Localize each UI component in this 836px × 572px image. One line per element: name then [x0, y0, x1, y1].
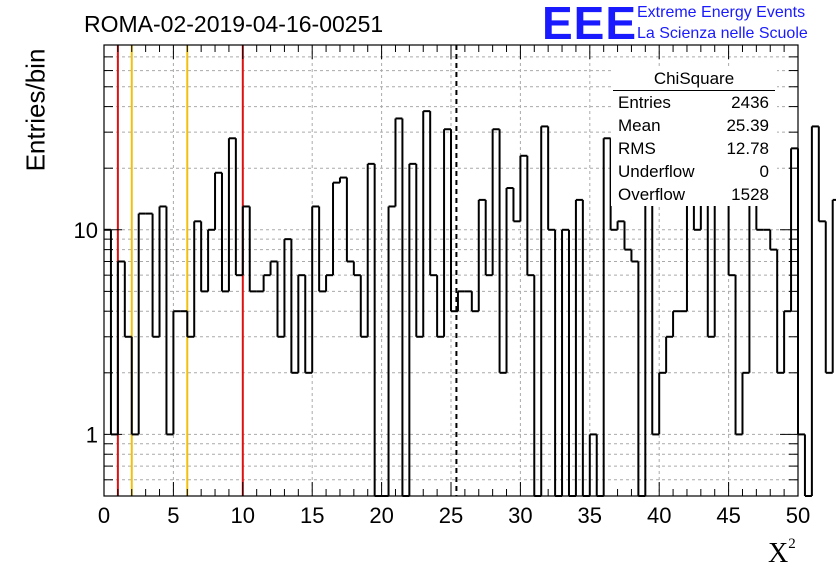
eee-logo: EEE — [542, 0, 638, 49]
x-tick-label: 25 — [439, 503, 463, 528]
x-axis-label: X2 — [768, 535, 796, 570]
x-tick-label: 35 — [578, 503, 602, 528]
stats-label: Overflow — [618, 185, 686, 204]
x-axis-label-text: X — [768, 538, 789, 569]
logo-line-2: La Scienza nelle Scuole — [637, 25, 808, 42]
x-tick-label: 30 — [508, 503, 532, 528]
stats-label: RMS — [618, 139, 656, 158]
stats-label: Entries — [618, 93, 671, 112]
x-tick-label: 45 — [716, 503, 740, 528]
x-tick-label: 50 — [786, 503, 810, 528]
stats-row-underflow: Underflow 0 — [611, 160, 777, 183]
x-tick-label: 40 — [647, 503, 671, 528]
stats-value: 12.78 — [726, 139, 769, 158]
x-tick-label: 15 — [300, 503, 324, 528]
stats-label: Mean — [618, 116, 661, 135]
stats-box: ChiSquare Entries 2436 Mean 25.39 RMS 12… — [611, 68, 777, 206]
y-axis-label: Entries/bin — [20, 48, 51, 172]
y-tick-label: 10 — [74, 218, 98, 243]
stats-label: Underflow — [618, 162, 695, 181]
chart-title: ROMA-02-2019-04-16-00251 — [84, 11, 384, 37]
y-tick-label: 1 — [86, 422, 98, 447]
x-tick-label: 5 — [167, 503, 179, 528]
stats-row-overflow: Overflow 1528 — [611, 183, 777, 206]
stats-value: 2436 — [731, 93, 769, 112]
x-tick-label: 20 — [369, 503, 393, 528]
stats-value: 0 — [759, 162, 769, 181]
stats-title: ChiSquare — [613, 68, 775, 91]
logo-line-1: Extreme Energy Events — [637, 4, 806, 21]
stats-value: 1528 — [731, 185, 769, 204]
stats-row-mean: Mean 25.39 — [611, 114, 777, 137]
stats-value: 25.39 — [726, 116, 769, 135]
x-axis-label-superscript: 2 — [788, 535, 796, 552]
x-tick-label: 0 — [98, 503, 110, 528]
x-tick-label: 10 — [231, 503, 255, 528]
stats-row-entries: Entries 2436 — [611, 91, 777, 114]
stats-row-rms: RMS 12.78 — [611, 137, 777, 160]
